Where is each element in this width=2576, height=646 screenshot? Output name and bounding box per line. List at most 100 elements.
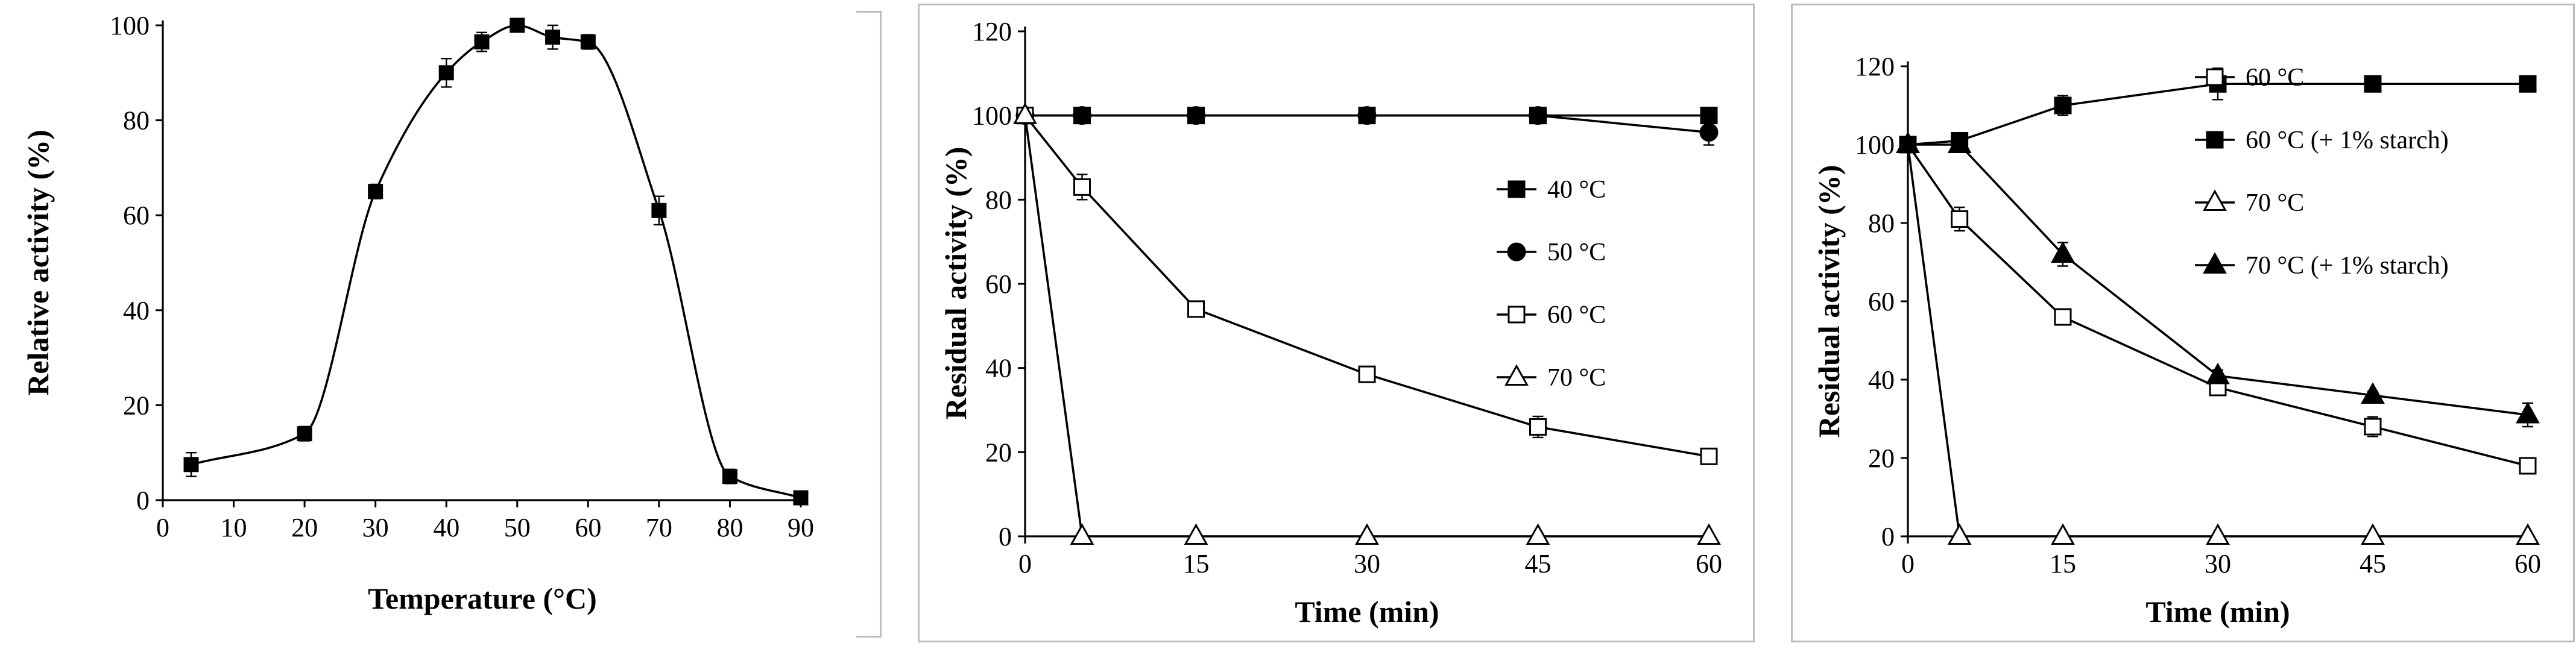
series-70-c-line [1907, 144, 2528, 538]
y-tick-label: 40 [1868, 365, 1895, 395]
data-point [2361, 382, 2385, 404]
y-tick-label: 80 [985, 185, 1012, 215]
data-point [1529, 106, 1547, 125]
data-point [2364, 418, 2382, 436]
x-tick-label: 90 [788, 513, 814, 542]
x-tick-label: 30 [1354, 549, 1380, 579]
x-axis-title: Time (min) [1295, 595, 1439, 629]
x-tick-label: 0 [156, 513, 169, 542]
data-point [1187, 106, 1205, 125]
series-70-c-1-starch [1896, 131, 2540, 428]
legend-label: 70 °C (+ 1% starch) [2246, 252, 2449, 280]
data-point [1070, 523, 1094, 545]
data-point [438, 65, 454, 81]
legend-entry-60-c-1-starch: 60 °C (+ 1% starch) [2195, 127, 2449, 154]
data-point [722, 469, 737, 485]
legend-marker [2206, 68, 2224, 86]
data-point [1529, 418, 1547, 436]
data-point [1187, 300, 1205, 318]
data-point [651, 202, 667, 218]
data-point [1073, 178, 1091, 196]
x-tick-label: 60 [2514, 549, 2541, 579]
x-tick-label: 15 [2050, 549, 2076, 579]
data-point [2051, 523, 2075, 545]
data-point [580, 34, 596, 50]
data-point [2054, 96, 2072, 114]
y-axis-title: Residual activity (%) [1812, 165, 1846, 438]
data-point [2361, 523, 2385, 545]
legend-entry-60-c: 60 °C [2195, 64, 2304, 92]
data-point [1699, 123, 1719, 142]
y-axis-title: Relative activity (%) [21, 130, 55, 396]
data-point [1357, 106, 1377, 125]
starch-effect-chart: 0 15 30 45 60 0 20 40 60 80 100 120 Time (min) Residu… [1812, 52, 2541, 629]
series-60-c [1899, 136, 2537, 475]
data-point [368, 184, 384, 199]
x-axis-title: Time (min) [2145, 595, 2290, 629]
series-relative-activity-line [191, 24, 801, 499]
thermostability-chart: 0 15 30 45 60 0 20 40 60 80 100 120 Time (min) Residu… [939, 17, 1722, 629]
y-tick-label: 0 [136, 486, 150, 515]
x-axis-title: Temperature (°C) [368, 582, 597, 615]
data-point [2519, 457, 2537, 475]
x-tick-label: 60 [1696, 549, 1722, 579]
panel-temperature-frame [856, 11, 882, 638]
x-tick-label: 30 [2205, 549, 2231, 579]
panel-temperature: 0 10 20 30 40 50 60 70 80 90 0 20 40 60 80 100 Temperatu… [0, 0, 886, 646]
legend-label: 70 °C [1547, 364, 1606, 392]
x-tick-label: 15 [1183, 549, 1210, 579]
y-tick-label: 0 [999, 522, 1012, 551]
data-point [183, 457, 199, 472]
y-axis-title: Residual activity (%) [939, 147, 973, 420]
y-tick-label: 60 [1868, 287, 1895, 316]
y-tick-label: 40 [985, 354, 1012, 383]
y-tick-label: 100 [1855, 130, 1895, 160]
x-tick-label: 45 [1525, 549, 1552, 579]
series-60-c-line [1907, 143, 2528, 467]
data-point [510, 17, 525, 33]
y-tick-label: 60 [123, 201, 150, 230]
series-70-c [1013, 102, 1721, 545]
data-point [2206, 523, 2230, 545]
data-point [2051, 241, 2075, 263]
legend-label: 60 °C (+ 1% starch) [2246, 127, 2449, 154]
y-tick-label: 40 [123, 296, 150, 325]
y-tick-label: 100 [110, 11, 150, 40]
legend-entry-50-c: 50 °C [1497, 239, 1606, 266]
legend-entry-70-c: 70 °C [2195, 189, 2304, 217]
data-point [1951, 210, 1969, 228]
y-tick-label: 120 [1855, 52, 1895, 81]
data-point [1947, 523, 1972, 545]
data-point [545, 30, 561, 45]
data-point [1358, 365, 1376, 383]
x-tick-label: 10 [221, 513, 247, 542]
panel-thermostability: 0 15 30 45 60 0 20 40 60 80 100 120 Time (min) Residu… [918, 0, 1756, 646]
legend-marker [2206, 131, 2224, 149]
x-tick-label: 50 [504, 513, 531, 542]
x-tick-label: 0 [1018, 549, 1032, 579]
legend-marker [1507, 306, 1526, 324]
data-point [2206, 362, 2230, 384]
panel-starch-effect: 0 15 30 45 60 0 20 40 60 80 100 120 Time (min) Residu… [1791, 0, 2576, 646]
legend-marker [1507, 180, 1526, 198]
x-tick-label: 0 [1901, 549, 1915, 579]
legend-label: 70 °C [2246, 189, 2304, 217]
x-tick-label: 20 [291, 513, 318, 542]
data-point [1526, 523, 1550, 545]
data-point [1184, 523, 1208, 545]
data-point [1896, 131, 1920, 154]
series-70-c-1-starch-line [1908, 143, 2528, 416]
series-60-c-line [1024, 114, 1709, 458]
legend-entry-70-c-1-starch: 70 °C (+ 1% starch) [2195, 252, 2449, 280]
legend-entry-70-c: 70 °C [1497, 364, 1606, 392]
series-50-c-line [1025, 114, 1709, 134]
legend-marker [1504, 364, 1529, 386]
y-tick-label: 120 [972, 17, 1012, 46]
data-point [1947, 131, 1972, 154]
legend-marker [1507, 242, 1526, 262]
x-tick-label: 60 [575, 513, 601, 542]
data-point [297, 426, 312, 442]
data-point [474, 34, 490, 50]
data-point [2516, 401, 2540, 424]
